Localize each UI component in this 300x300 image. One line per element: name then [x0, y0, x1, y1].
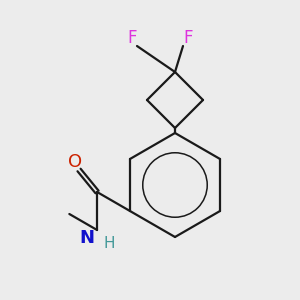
Text: O: O	[68, 153, 82, 171]
Text: F: F	[183, 29, 193, 47]
Text: N: N	[80, 229, 94, 247]
Text: H: H	[103, 236, 115, 250]
Text: F: F	[127, 29, 137, 47]
